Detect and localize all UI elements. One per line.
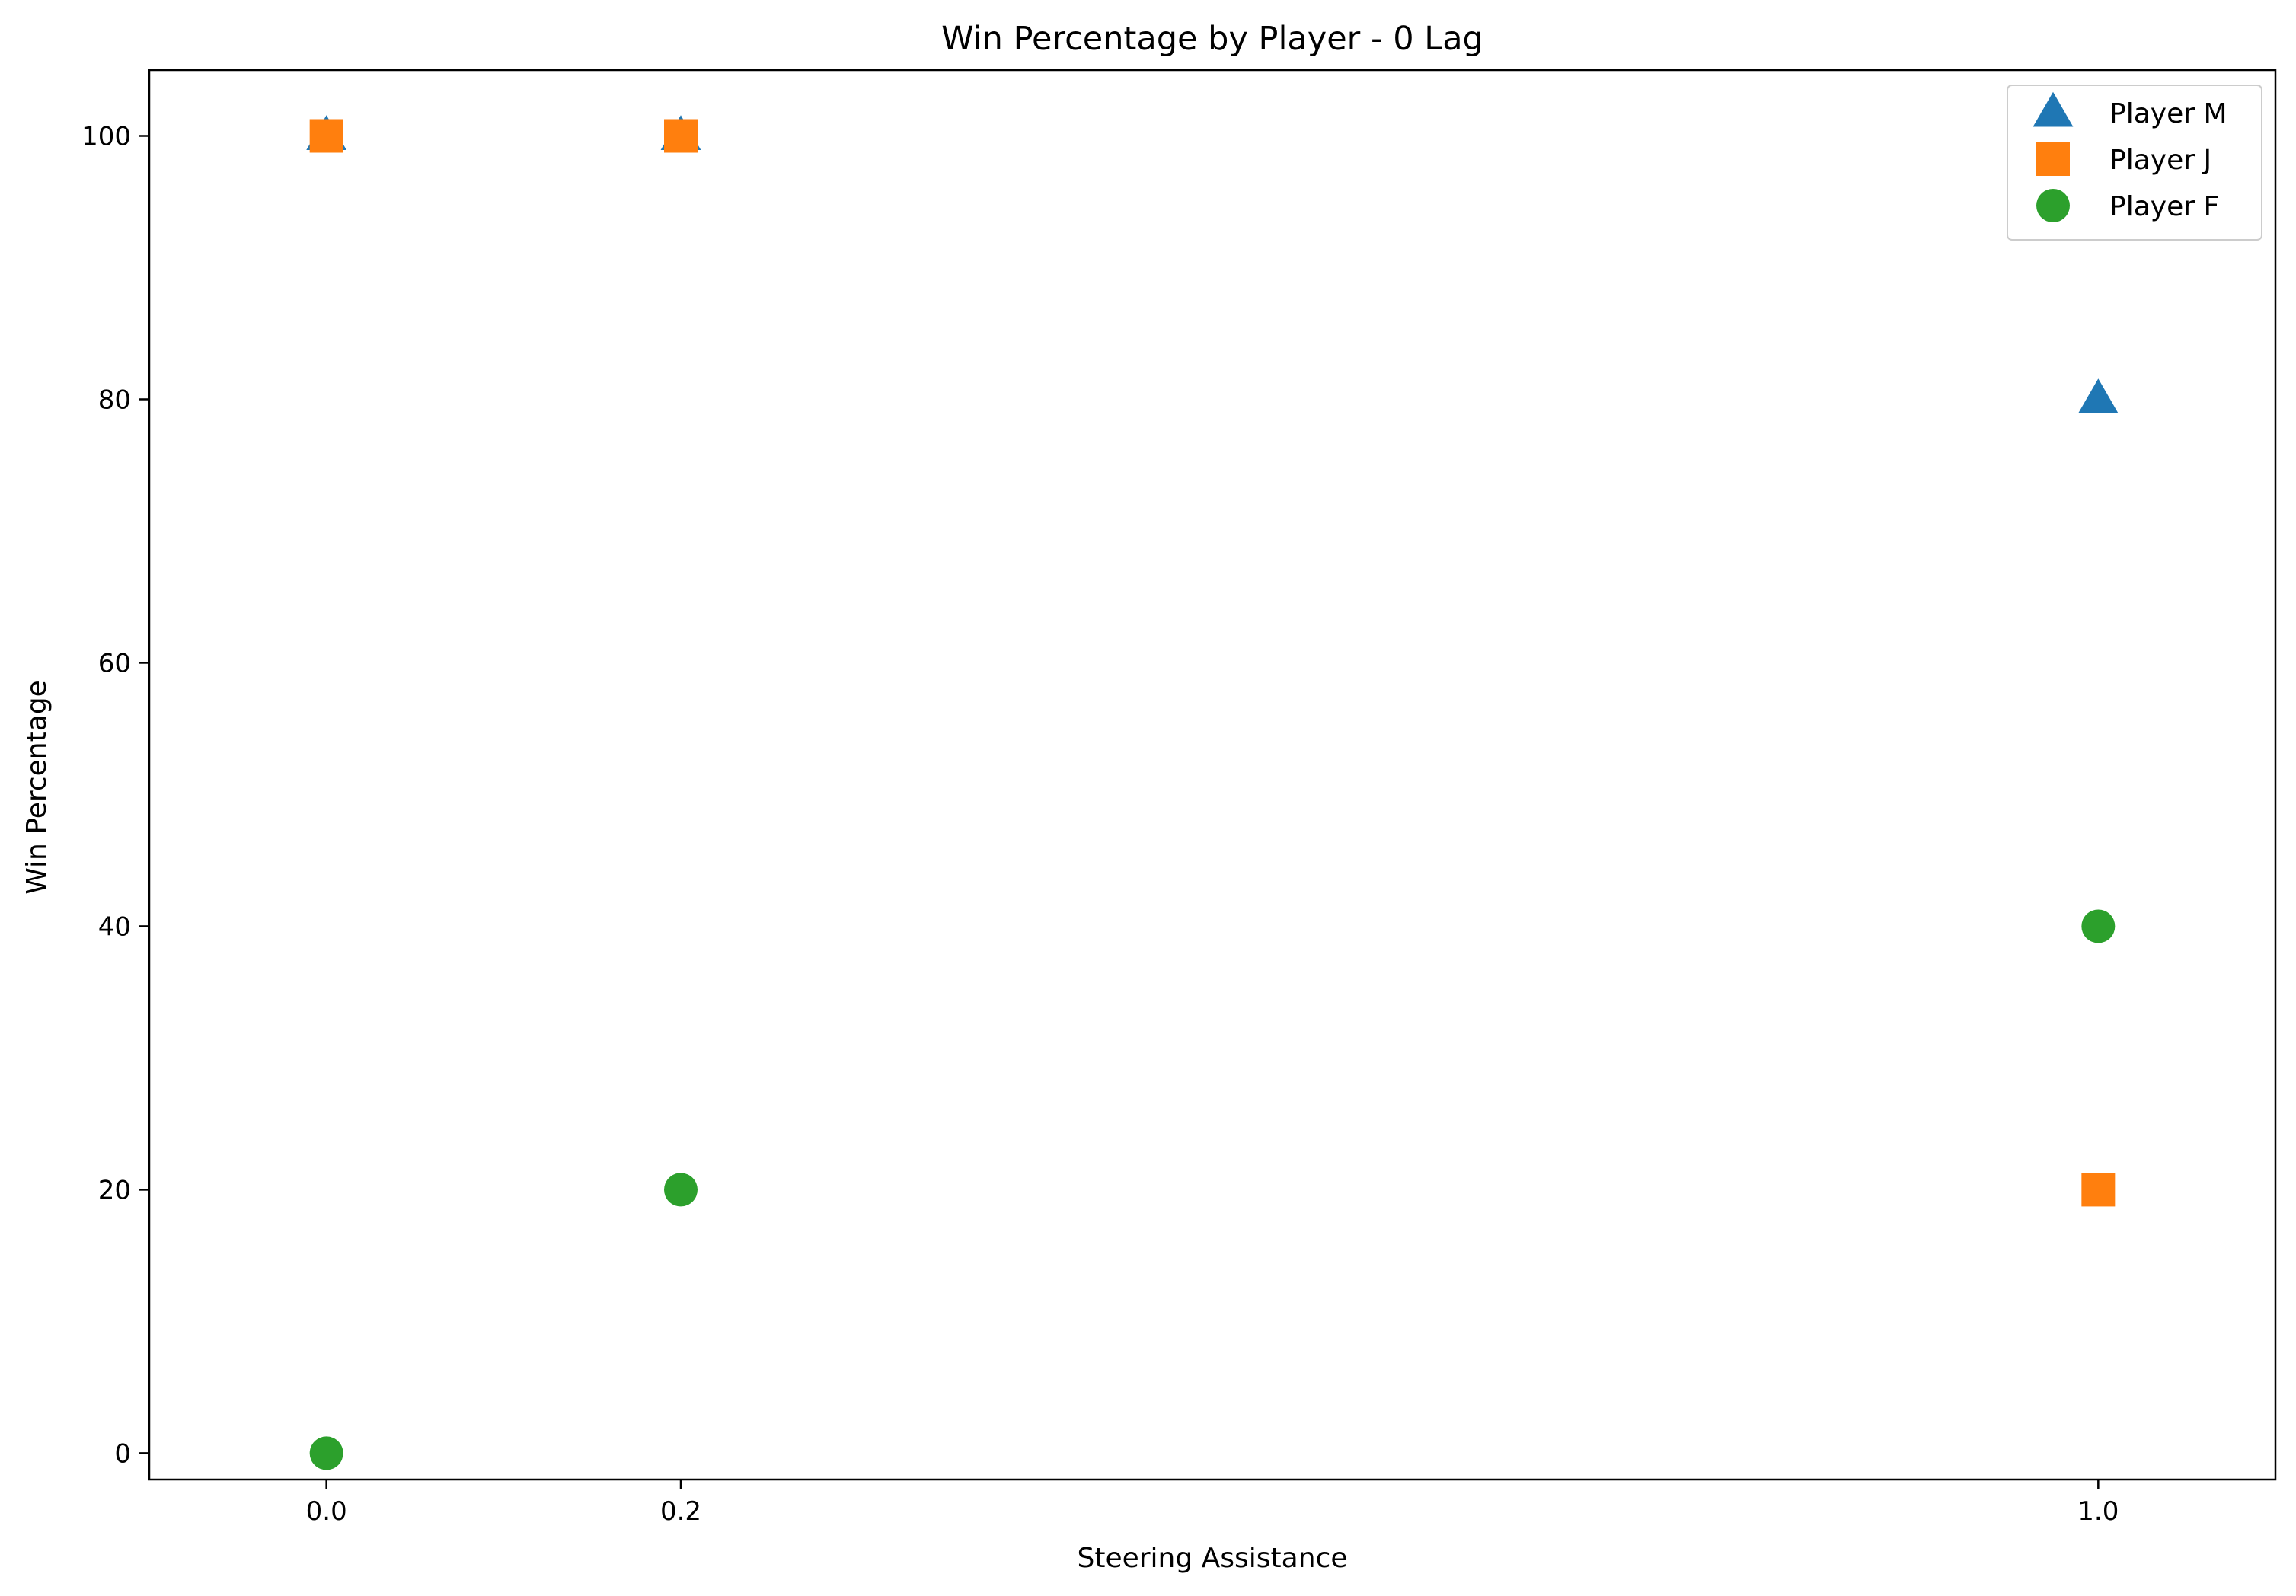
player-m-point <box>2077 378 2119 413</box>
player-j-point <box>2081 1173 2116 1207</box>
y-axis-label: Win Percentage <box>21 680 53 895</box>
legend-marker-player-m <box>2033 91 2074 127</box>
y-axis: 0 20 40 60 80 100 <box>81 121 149 1469</box>
x-tick-label: 0.0 <box>306 1496 347 1527</box>
y-tick-label: 100 <box>81 121 131 152</box>
legend-marker-player-j <box>2036 142 2070 176</box>
legend-label-player-j: Player J <box>2109 145 2211 176</box>
plot-frame <box>148 69 2277 1481</box>
player-f-point <box>309 1436 343 1470</box>
plot-area <box>148 69 2277 1481</box>
y-tick-label: 40 <box>98 911 131 942</box>
y-tick-label: 80 <box>98 385 131 415</box>
y-tick-label: 60 <box>98 648 131 678</box>
x-axis: 0.0 0.2 1.0 <box>306 1479 2119 1527</box>
data-markers <box>306 115 2119 1470</box>
x-axis-label: Steering Assistance <box>1077 1543 1347 1574</box>
legend-label-player-m: Player M <box>2109 98 2227 129</box>
y-tick-label: 0 <box>114 1438 131 1469</box>
player-f-point <box>2081 909 2116 943</box>
player-f-point <box>664 1173 698 1207</box>
x-tick-label: 1.0 <box>2077 1496 2119 1527</box>
chart-title: Win Percentage by Player - 0 Lag <box>941 20 1483 58</box>
x-tick-label: 0.2 <box>660 1496 701 1527</box>
legend-marker-player-f <box>2036 189 2070 222</box>
y-tick-label: 20 <box>98 1175 131 1205</box>
legend-label-player-f: Player F <box>2109 191 2219 222</box>
player-j-point <box>664 119 698 153</box>
legend: Player M Player J Player F <box>2007 85 2262 241</box>
player-j-point <box>309 119 343 153</box>
